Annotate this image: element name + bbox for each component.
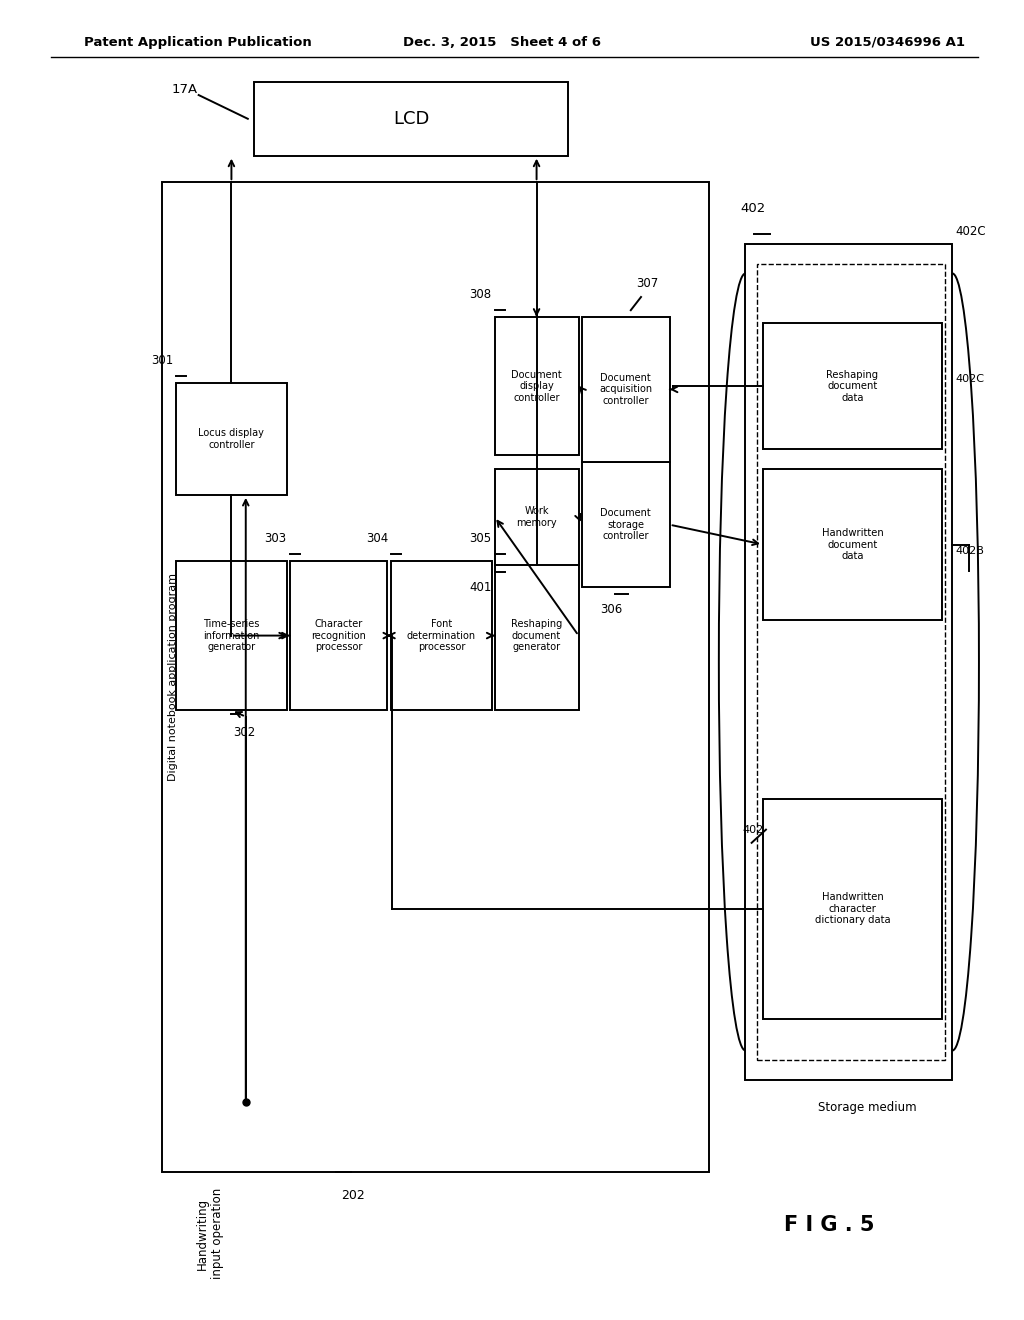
Text: Handwritten
document
data: Handwritten document data [821,528,884,561]
Bar [290,561,387,710]
Bar [176,383,287,495]
Text: US 2015/0346996 A1: US 2015/0346996 A1 [810,36,965,49]
Text: Font
determination
processor: Font determination processor [407,619,476,652]
Text: Document
acquisition
controller: Document acquisition controller [599,372,652,407]
Text: Locus display
controller: Locus display controller [199,428,264,450]
Text: Handwritten
character
dictionary data: Handwritten character dictionary data [815,892,890,925]
Text: LCD: LCD [393,110,429,128]
Text: 306: 306 [600,603,623,616]
Text: 402B: 402B [955,546,984,556]
Text: 402: 402 [740,202,766,215]
Text: 305: 305 [469,532,492,545]
Text: 402C: 402C [955,375,984,384]
Text: 304: 304 [366,532,388,545]
Text: Handwriting
input operation: Handwriting input operation [196,1188,224,1279]
Text: F I G . 5: F I G . 5 [784,1214,874,1236]
Bar [495,469,579,565]
Text: 301: 301 [151,354,173,367]
Text: Digital notebook application program: Digital notebook application program [168,573,178,781]
Bar [763,323,942,449]
Bar [582,317,670,462]
Bar [391,561,492,710]
Text: 202: 202 [341,1189,365,1203]
Bar [495,317,579,455]
Text: Document
storage
controller: Document storage controller [600,508,651,541]
Text: Character
recognition
processor: Character recognition processor [311,619,366,652]
Bar [176,561,287,710]
Bar [763,799,942,1019]
Text: 307: 307 [636,277,658,290]
Bar [757,264,945,1060]
Text: 402C: 402C [955,224,986,238]
Text: Dec. 3, 2015   Sheet 4 of 6: Dec. 3, 2015 Sheet 4 of 6 [402,36,601,49]
Text: Storage medium: Storage medium [818,1101,916,1114]
Text: Document
display
controller: Document display controller [511,370,562,403]
Text: 302: 302 [233,726,256,739]
Bar [745,244,952,1080]
Bar [763,469,942,620]
Text: 401: 401 [469,581,492,594]
Text: Reshaping
document
data: Reshaping document data [826,370,879,403]
Bar [495,561,579,710]
Text: Work
memory: Work memory [516,506,557,528]
Text: 17A: 17A [172,83,199,96]
Text: 308: 308 [469,288,492,301]
Bar [254,82,568,156]
Text: Patent Application Publication: Patent Application Publication [84,36,311,49]
Bar [162,182,709,1172]
Text: 402A: 402A [742,825,771,834]
Bar [582,462,670,587]
Text: Reshaping
document
generator: Reshaping document generator [511,619,562,652]
Text: 303: 303 [264,532,287,545]
Text: Time-series
information
generator: Time-series information generator [203,619,260,652]
